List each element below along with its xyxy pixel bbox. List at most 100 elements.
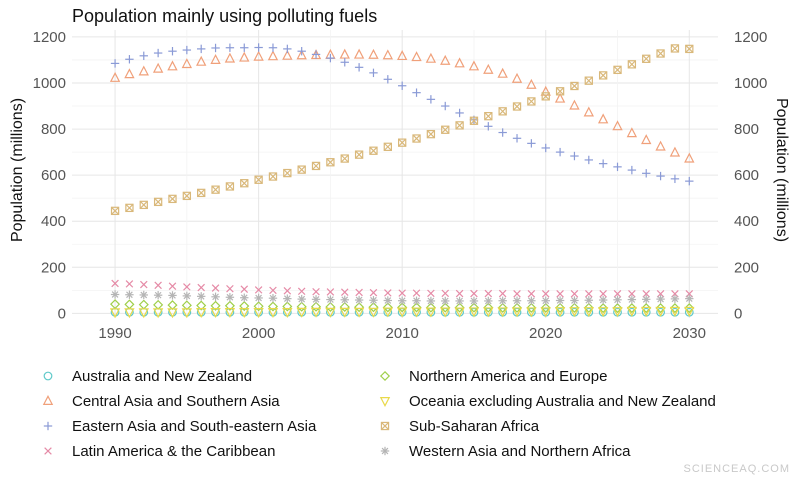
data-point bbox=[512, 134, 522, 143]
data-point bbox=[224, 308, 236, 319]
data-point bbox=[181, 300, 192, 311]
data-point bbox=[182, 45, 192, 55]
data-point bbox=[426, 95, 436, 104]
data-point bbox=[368, 48, 379, 59]
data-point bbox=[511, 302, 523, 313]
data-point bbox=[168, 46, 177, 56]
data-point bbox=[268, 172, 278, 181]
data-point bbox=[642, 54, 651, 63]
chart-title: Population mainly using polluting fuels bbox=[72, 6, 377, 26]
data-point bbox=[641, 303, 652, 314]
data-point bbox=[484, 296, 493, 306]
legend-label: Central Asia and Southern Asia bbox=[72, 393, 280, 410]
data-point bbox=[109, 308, 121, 319]
data-point bbox=[138, 299, 149, 310]
data-point bbox=[613, 295, 622, 304]
data-point bbox=[427, 289, 435, 298]
data-point bbox=[627, 295, 637, 304]
data-point bbox=[268, 293, 278, 303]
data-point bbox=[612, 303, 623, 314]
data-point bbox=[440, 54, 451, 65]
y-axis-label-right: Population (millions) bbox=[773, 98, 790, 242]
data-point bbox=[311, 50, 321, 59]
data-point bbox=[153, 290, 163, 300]
data-point bbox=[555, 296, 565, 305]
data-point bbox=[181, 58, 193, 69]
data-point bbox=[441, 101, 450, 111]
data-point bbox=[283, 294, 292, 303]
data-point bbox=[555, 302, 566, 313]
data-point bbox=[627, 60, 637, 69]
data-point bbox=[526, 307, 537, 318]
data-point bbox=[182, 191, 192, 201]
data-point bbox=[669, 303, 680, 314]
data-point bbox=[583, 307, 594, 318]
data-point bbox=[139, 290, 148, 300]
data-point bbox=[685, 44, 694, 54]
data-point bbox=[339, 301, 350, 312]
data-point bbox=[296, 49, 307, 60]
data-point bbox=[197, 292, 206, 301]
data-point bbox=[181, 308, 193, 319]
data-point bbox=[312, 287, 320, 296]
data-point bbox=[369, 288, 378, 297]
data-point bbox=[597, 307, 609, 318]
series-4 bbox=[110, 299, 695, 314]
data-point bbox=[369, 68, 378, 78]
data-point bbox=[125, 280, 134, 288]
data-point bbox=[540, 307, 551, 318]
x-tick-label: 2020 bbox=[529, 325, 562, 342]
legend-item: Northern America and Europe bbox=[379, 368, 607, 385]
data-point bbox=[498, 296, 507, 305]
data-point bbox=[455, 296, 464, 306]
x-tick-label: 2010 bbox=[385, 325, 418, 342]
data-point bbox=[498, 128, 507, 137]
data-point bbox=[641, 306, 652, 317]
data-point bbox=[440, 307, 451, 318]
data-point bbox=[125, 55, 134, 64]
data-point bbox=[211, 43, 220, 53]
data-point bbox=[612, 120, 623, 131]
y-axis-label-left: Population (millions) bbox=[9, 98, 26, 242]
data-point bbox=[340, 58, 349, 67]
data-point bbox=[253, 50, 264, 61]
data-point bbox=[297, 165, 306, 174]
data-point bbox=[125, 290, 134, 299]
data-point bbox=[382, 307, 394, 318]
data-point bbox=[612, 307, 623, 318]
data-point bbox=[210, 300, 221, 311]
legend-marker bbox=[42, 394, 54, 405]
data-points bbox=[109, 43, 695, 319]
data-point bbox=[425, 302, 436, 313]
data-point bbox=[655, 306, 666, 317]
data-point bbox=[196, 308, 207, 319]
data-point bbox=[628, 290, 636, 298]
data-point bbox=[669, 306, 681, 317]
data-point bbox=[470, 289, 478, 298]
data-point bbox=[397, 296, 407, 305]
data-point bbox=[412, 88, 421, 97]
data-point bbox=[598, 303, 609, 314]
data-point bbox=[526, 78, 537, 89]
data-point bbox=[383, 75, 393, 84]
data-point bbox=[585, 290, 593, 298]
data-point bbox=[353, 307, 365, 318]
data-point bbox=[354, 295, 364, 305]
data-point bbox=[369, 296, 378, 305]
data-point bbox=[253, 308, 264, 319]
y-tick-label-left: 0 bbox=[58, 305, 66, 322]
data-point bbox=[411, 302, 422, 313]
y-tick-label-left: 400 bbox=[41, 213, 66, 230]
data-point bbox=[326, 53, 335, 63]
data-point bbox=[670, 174, 680, 184]
legend-label: Sub-Saharan Africa bbox=[409, 418, 540, 435]
data-point bbox=[168, 194, 177, 204]
data-point bbox=[152, 308, 164, 319]
data-point bbox=[570, 296, 579, 305]
data-point bbox=[498, 289, 507, 298]
data-point bbox=[240, 285, 249, 293]
data-point bbox=[354, 302, 365, 313]
data-point bbox=[685, 176, 694, 186]
data-point bbox=[597, 113, 609, 124]
